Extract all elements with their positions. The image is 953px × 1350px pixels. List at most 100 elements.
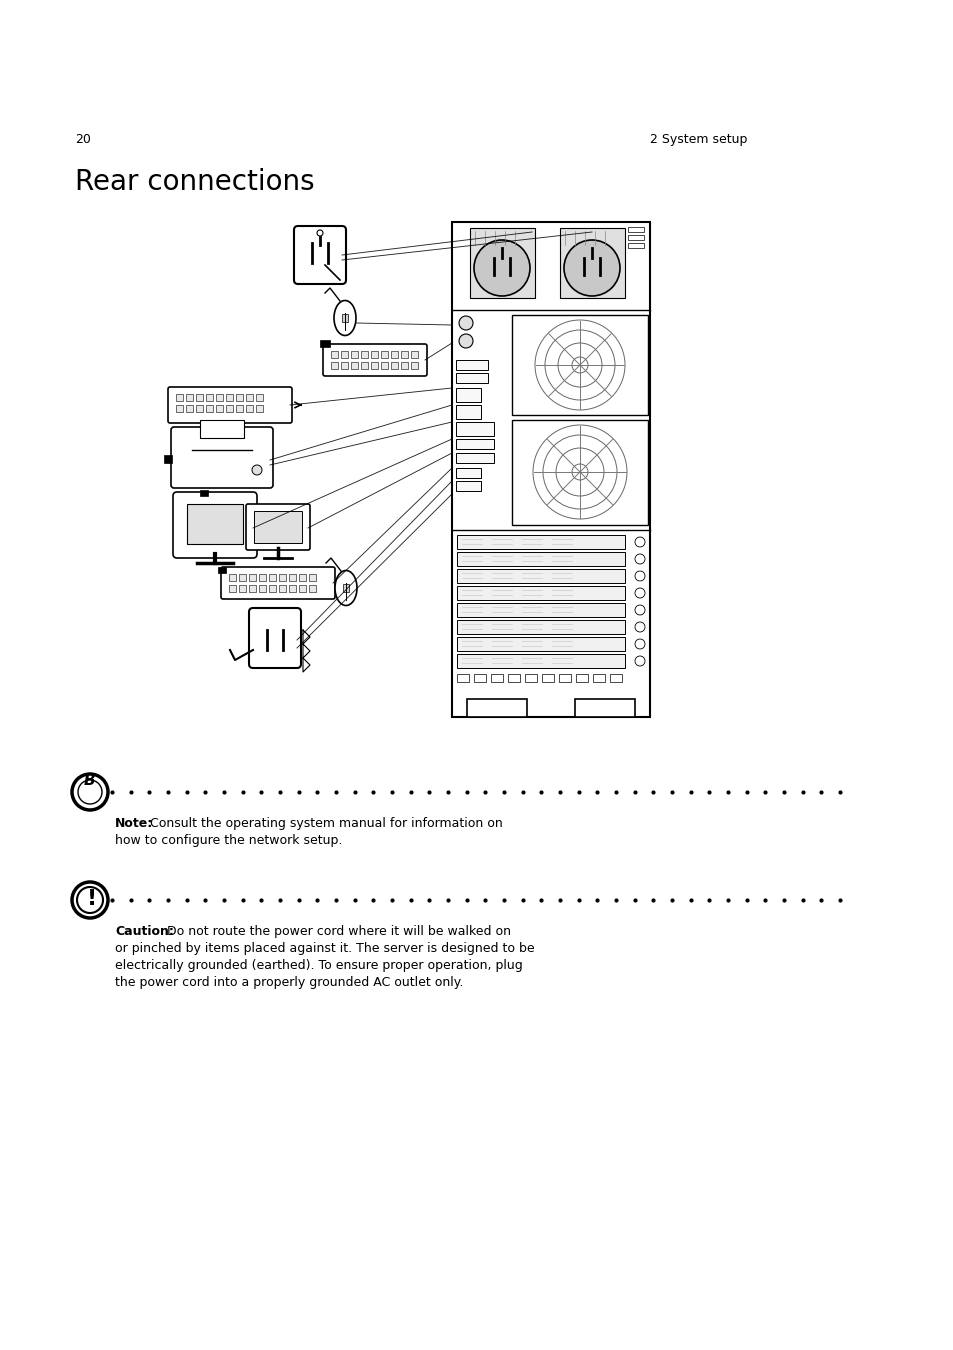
Bar <box>175 405 183 412</box>
Bar <box>249 574 255 580</box>
Bar <box>380 351 388 358</box>
FancyBboxPatch shape <box>168 387 292 423</box>
Bar <box>246 394 253 401</box>
Circle shape <box>635 554 644 564</box>
Bar <box>559 228 624 298</box>
Bar <box>319 340 330 347</box>
Circle shape <box>71 774 108 810</box>
Ellipse shape <box>335 571 356 606</box>
Bar <box>258 574 266 580</box>
Bar <box>229 574 235 580</box>
Bar <box>456 360 488 370</box>
Bar <box>456 373 488 383</box>
Text: !: ! <box>87 890 97 909</box>
Bar <box>456 481 480 491</box>
Bar <box>309 574 315 580</box>
Bar <box>200 420 244 437</box>
Text: Consult the operating system manual for information on: Consult the operating system manual for … <box>150 817 502 830</box>
Bar <box>456 653 624 668</box>
Bar <box>351 351 357 358</box>
Bar <box>360 351 368 358</box>
Circle shape <box>458 333 473 348</box>
Bar <box>331 362 337 369</box>
Bar <box>258 585 266 593</box>
Bar <box>371 362 377 369</box>
Bar <box>456 387 480 402</box>
Text: B: B <box>84 774 95 788</box>
Bar <box>507 674 519 682</box>
Bar <box>235 405 243 412</box>
Bar <box>229 585 235 593</box>
Circle shape <box>635 639 644 649</box>
Ellipse shape <box>334 301 355 336</box>
Bar <box>278 574 286 580</box>
Bar <box>400 351 408 358</box>
Bar <box>249 585 255 593</box>
Bar <box>186 394 193 401</box>
Bar <box>391 362 397 369</box>
Bar <box>470 228 535 298</box>
Bar <box>491 674 502 682</box>
Text: how to configure the network setup.: how to configure the network setup. <box>115 834 342 846</box>
Bar <box>187 504 243 544</box>
Bar <box>298 574 306 580</box>
Text: 2 System setup: 2 System setup <box>649 134 746 146</box>
Bar <box>593 674 604 682</box>
Bar <box>269 585 275 593</box>
Bar <box>411 351 417 358</box>
Circle shape <box>563 240 619 296</box>
Text: the power cord into a properly grounded AC outlet only.: the power cord into a properly grounded … <box>115 976 463 990</box>
Text: or pinched by items placed against it. The server is designed to be: or pinched by items placed against it. T… <box>115 942 534 954</box>
Bar <box>380 362 388 369</box>
Bar <box>558 674 571 682</box>
FancyBboxPatch shape <box>221 567 335 599</box>
Bar <box>340 351 348 358</box>
Bar <box>218 567 226 572</box>
Bar <box>341 315 348 323</box>
Bar <box>411 362 417 369</box>
Bar <box>215 405 223 412</box>
Bar <box>576 674 587 682</box>
FancyBboxPatch shape <box>294 225 346 284</box>
Bar <box>391 351 397 358</box>
Text: electrically grounded (earthed). To ensure proper operation, plug: electrically grounded (earthed). To ensu… <box>115 958 522 972</box>
Bar <box>456 568 624 583</box>
Bar <box>627 227 643 232</box>
Bar <box>206 405 213 412</box>
Bar <box>456 405 480 418</box>
FancyBboxPatch shape <box>171 427 273 487</box>
Circle shape <box>458 316 473 329</box>
Bar <box>235 394 243 401</box>
Circle shape <box>635 622 644 632</box>
Bar <box>456 454 494 463</box>
FancyBboxPatch shape <box>172 491 256 558</box>
Bar <box>215 394 223 401</box>
Bar <box>456 439 494 450</box>
Bar <box>200 490 208 495</box>
Bar <box>512 420 647 525</box>
Text: Note:: Note: <box>115 817 153 830</box>
Circle shape <box>316 230 323 236</box>
Bar <box>541 674 554 682</box>
Bar <box>351 362 357 369</box>
Bar <box>253 512 302 543</box>
Bar <box>269 574 275 580</box>
Bar <box>609 674 621 682</box>
FancyBboxPatch shape <box>246 504 310 549</box>
Bar <box>627 235 643 240</box>
Bar <box>164 455 172 463</box>
Bar <box>239 574 246 580</box>
Bar <box>456 620 624 634</box>
Bar <box>524 674 537 682</box>
Bar <box>289 585 295 593</box>
Circle shape <box>78 780 102 805</box>
Circle shape <box>635 537 644 547</box>
Text: Do not route the power cord where it will be walked on: Do not route the power cord where it wil… <box>163 925 511 938</box>
Bar <box>343 585 349 593</box>
Text: Rear connections: Rear connections <box>75 167 314 196</box>
Bar <box>456 637 624 651</box>
Text: Caution:: Caution: <box>115 925 173 938</box>
Bar <box>456 468 480 478</box>
Bar <box>175 394 183 401</box>
FancyBboxPatch shape <box>323 344 427 377</box>
